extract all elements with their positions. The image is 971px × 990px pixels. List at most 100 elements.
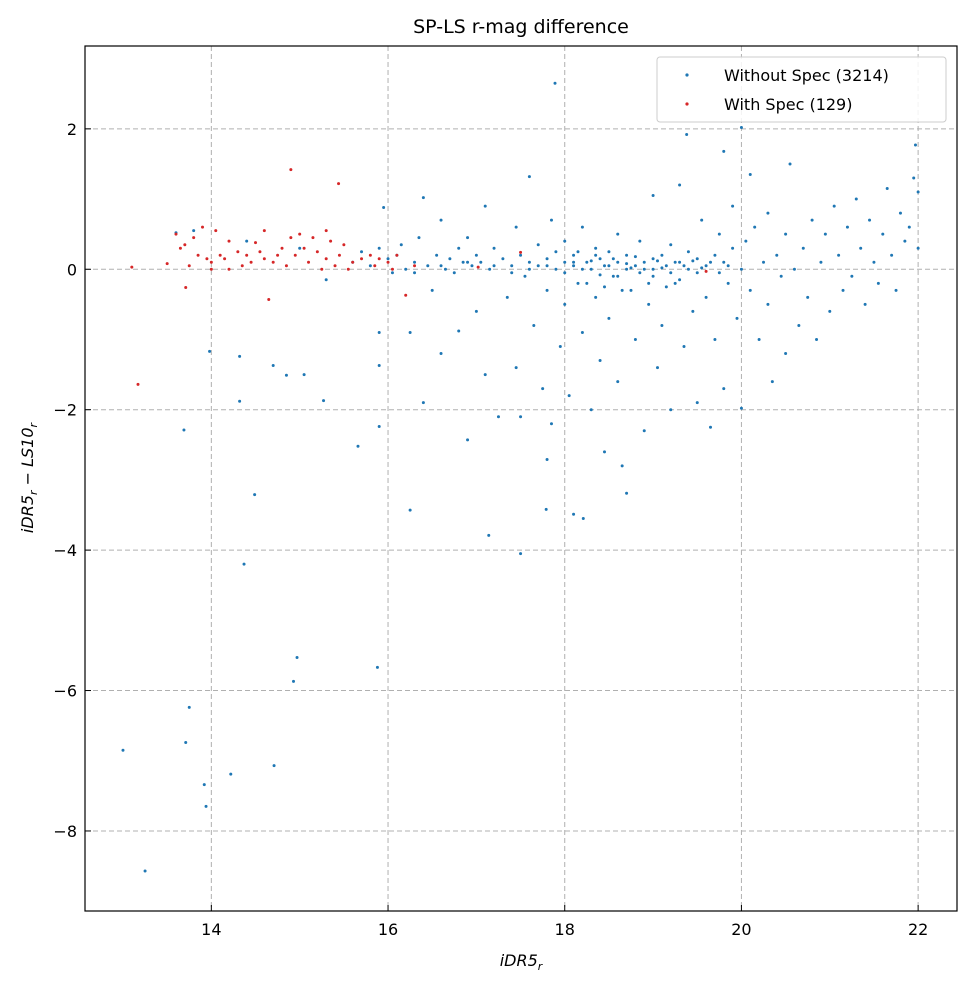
data-point [245, 239, 249, 243]
data-point [726, 264, 730, 268]
x-tick-label: 20 [731, 920, 751, 939]
data-point [223, 257, 227, 261]
data-point [174, 232, 178, 236]
data-point [722, 387, 726, 391]
data-point [713, 337, 717, 341]
data-point [616, 232, 620, 236]
data-point [280, 246, 284, 250]
data-point [242, 562, 246, 566]
data-point [850, 274, 854, 278]
data-point [558, 345, 562, 349]
data-point [594, 253, 598, 257]
data-point [642, 260, 646, 264]
data-point [474, 309, 478, 313]
y-tick-label: −2 [53, 401, 77, 420]
legend-box [656, 56, 947, 123]
data-point [682, 345, 686, 349]
data-point [178, 246, 182, 250]
data-point [284, 264, 288, 268]
data-point [452, 271, 456, 275]
data-point [426, 264, 430, 268]
data-point [602, 285, 606, 289]
data-point [501, 257, 505, 261]
data-point [651, 257, 655, 261]
data-point [492, 264, 496, 268]
data-point [589, 259, 593, 263]
data-point [898, 211, 902, 215]
data-point [832, 204, 836, 208]
data-point [238, 399, 242, 403]
data-point [766, 302, 770, 306]
data-point [686, 250, 690, 254]
data-point [519, 250, 523, 254]
x-tick-label: 22 [908, 920, 928, 939]
data-point [487, 533, 491, 537]
data-point [611, 274, 615, 278]
data-point [602, 450, 606, 454]
data-point [324, 257, 328, 261]
data-point [669, 408, 673, 412]
data-point [553, 81, 557, 85]
data-point [448, 257, 452, 261]
data-point [753, 225, 757, 229]
data-point [872, 260, 876, 264]
data-point [576, 281, 580, 285]
data-point [421, 401, 425, 405]
data-point [413, 264, 417, 268]
data-point [709, 425, 713, 429]
data-point [633, 337, 637, 341]
data-point [439, 264, 443, 268]
data-point [337, 182, 341, 186]
data-point [695, 257, 699, 261]
y-tick-label: −8 [53, 822, 77, 841]
data-point [249, 260, 253, 264]
data-point [598, 273, 602, 277]
data-point [549, 218, 553, 222]
data-point [700, 218, 704, 222]
data-point [664, 285, 668, 289]
data-point [625, 267, 629, 271]
data-point [642, 429, 646, 433]
data-point [466, 260, 470, 264]
data-point [527, 175, 531, 179]
data-point [748, 172, 752, 176]
data-point [580, 267, 584, 271]
data-point [130, 265, 134, 269]
x-axis-label: iDR5r [500, 951, 544, 973]
data-point [669, 271, 673, 275]
data-point [519, 415, 523, 419]
data-point [417, 236, 421, 240]
data-point [784, 232, 788, 236]
data-point [545, 288, 549, 292]
data-point [664, 264, 668, 268]
data-point [594, 246, 598, 250]
data-point [881, 232, 885, 236]
data-point [390, 267, 394, 271]
data-point [536, 243, 540, 247]
data-point [576, 250, 580, 254]
data-point [375, 665, 379, 669]
series-with-spec [130, 168, 708, 386]
data-point [819, 260, 823, 264]
data-point [638, 271, 642, 275]
data-point [121, 748, 125, 752]
data-point [580, 330, 584, 334]
data-point [466, 438, 470, 442]
plot-frame [84, 45, 958, 912]
data-point [240, 264, 244, 268]
data-point [196, 253, 200, 257]
data-point [483, 204, 487, 208]
data-point [201, 225, 205, 229]
data-point [271, 363, 275, 367]
data-point [660, 253, 664, 257]
data-point [726, 281, 730, 285]
data-point [184, 740, 188, 744]
data-point [589, 408, 593, 412]
data-point [678, 260, 682, 264]
data-point [182, 428, 186, 432]
data-point [337, 253, 341, 257]
data-point [236, 250, 240, 254]
data-point [545, 458, 549, 462]
data-point [748, 288, 752, 292]
